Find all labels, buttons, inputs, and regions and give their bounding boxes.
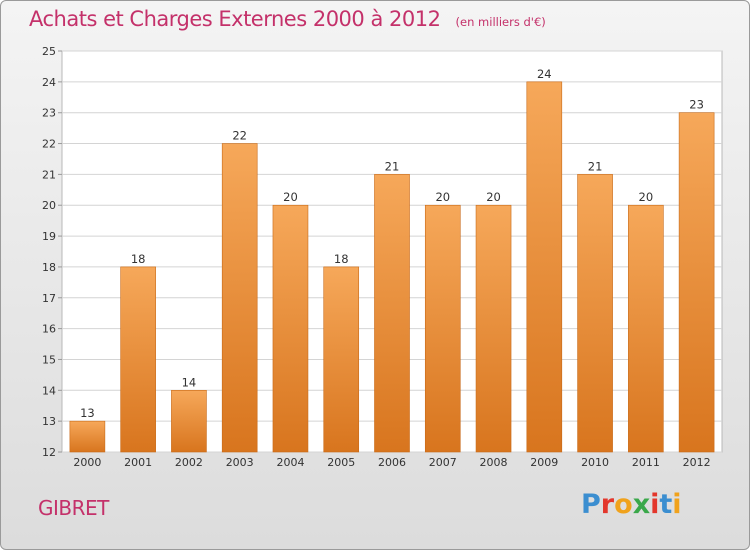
bar-2001 — [120, 266, 156, 453]
y-tick-label: 24 — [42, 76, 56, 89]
data-label-2005: 18 — [334, 252, 349, 266]
x-tick-label: 2009 — [530, 456, 558, 469]
logo-letter: t — [659, 489, 673, 520]
x-tick-label: 2012 — [683, 456, 711, 469]
bar-2006 — [374, 174, 410, 453]
y-tick-label: 25 — [42, 45, 56, 58]
proxiti-logo: Proxiti — [581, 489, 682, 520]
commune-name: GIBRET — [38, 496, 109, 520]
x-tick-label: 2002 — [175, 456, 203, 469]
x-tick-label: 2011 — [632, 456, 660, 469]
data-label-2003: 22 — [232, 129, 247, 143]
x-tick-label: 2005 — [327, 456, 355, 469]
data-label-2002: 14 — [182, 375, 197, 389]
x-tick-label: 2001 — [124, 456, 152, 469]
data-label-2001: 18 — [131, 252, 146, 266]
y-tick-label: 13 — [42, 415, 56, 428]
x-axis: 2000 2001 2002 2003 2004 2005 2006 2007 2008 2009… — [73, 456, 710, 469]
data-label-2007: 20 — [435, 190, 450, 204]
x-tick-label: 2003 — [226, 456, 254, 469]
logo-letter: P — [581, 489, 601, 520]
y-tick-label: 19 — [42, 230, 56, 243]
data-label-2000: 13 — [80, 406, 95, 420]
bar-2003 — [221, 143, 258, 453]
bar-2011 — [628, 204, 664, 453]
bar-2012 — [678, 112, 715, 453]
data-label-2006: 21 — [385, 159, 400, 173]
chart-subtitle: (en milliers d'€) — [455, 15, 546, 29]
logo-letter: i — [650, 489, 660, 520]
x-tick-label: 2008 — [480, 456, 508, 469]
data-label-2012: 23 — [689, 98, 704, 112]
data-label-2008: 20 — [486, 190, 501, 204]
y-tick-label: 14 — [42, 384, 56, 397]
bars — [69, 81, 715, 453]
x-tick-label: 2010 — [581, 456, 609, 469]
y-axis: 12 13 14 15 16 17 18 19 20 21 22 23 24 25 — [42, 45, 62, 459]
bar-2010 — [577, 174, 613, 453]
data-label-2010: 21 — [588, 159, 603, 173]
bar-2009 — [526, 81, 563, 453]
bar-2008 — [475, 204, 512, 453]
data-label-2011: 20 — [639, 190, 654, 204]
y-tick-label: 16 — [42, 323, 56, 336]
data-label-2004: 20 — [283, 190, 298, 204]
bar-2005 — [323, 266, 360, 453]
x-tick-label: 2000 — [73, 456, 101, 469]
logo-letter: x — [632, 489, 651, 520]
y-tick-label: 22 — [42, 138, 56, 151]
bar-2000 — [69, 420, 106, 453]
logo-letter: i — [672, 489, 682, 520]
y-tick-label: 20 — [42, 199, 56, 212]
bar-2007 — [424, 204, 461, 453]
y-tick-label: 17 — [42, 292, 56, 305]
data-label-2009: 24 — [537, 67, 552, 81]
bar-2004 — [272, 204, 309, 453]
title-row: Achats et Charges Externes 2000 à 2012 (… — [29, 7, 546, 31]
x-tick-label: 2007 — [429, 456, 457, 469]
logo-letter: r — [600, 489, 615, 520]
y-tick-label: 18 — [42, 261, 56, 274]
logo-letter: o — [614, 489, 633, 520]
y-tick-label: 15 — [42, 353, 56, 366]
x-tick-label: 2004 — [276, 456, 304, 469]
y-tick-label: 21 — [42, 168, 56, 181]
y-tick-label: 23 — [42, 107, 56, 120]
bar-2002 — [171, 390, 207, 453]
data-labels: 13 18 14 22 20 18 21 20 20 24 21 20 23 — [80, 67, 704, 420]
y-tick-label: 12 — [42, 446, 56, 459]
x-tick-label: 2006 — [378, 456, 406, 469]
chart-title: Achats et Charges Externes 2000 à 2012 — [29, 7, 441, 31]
